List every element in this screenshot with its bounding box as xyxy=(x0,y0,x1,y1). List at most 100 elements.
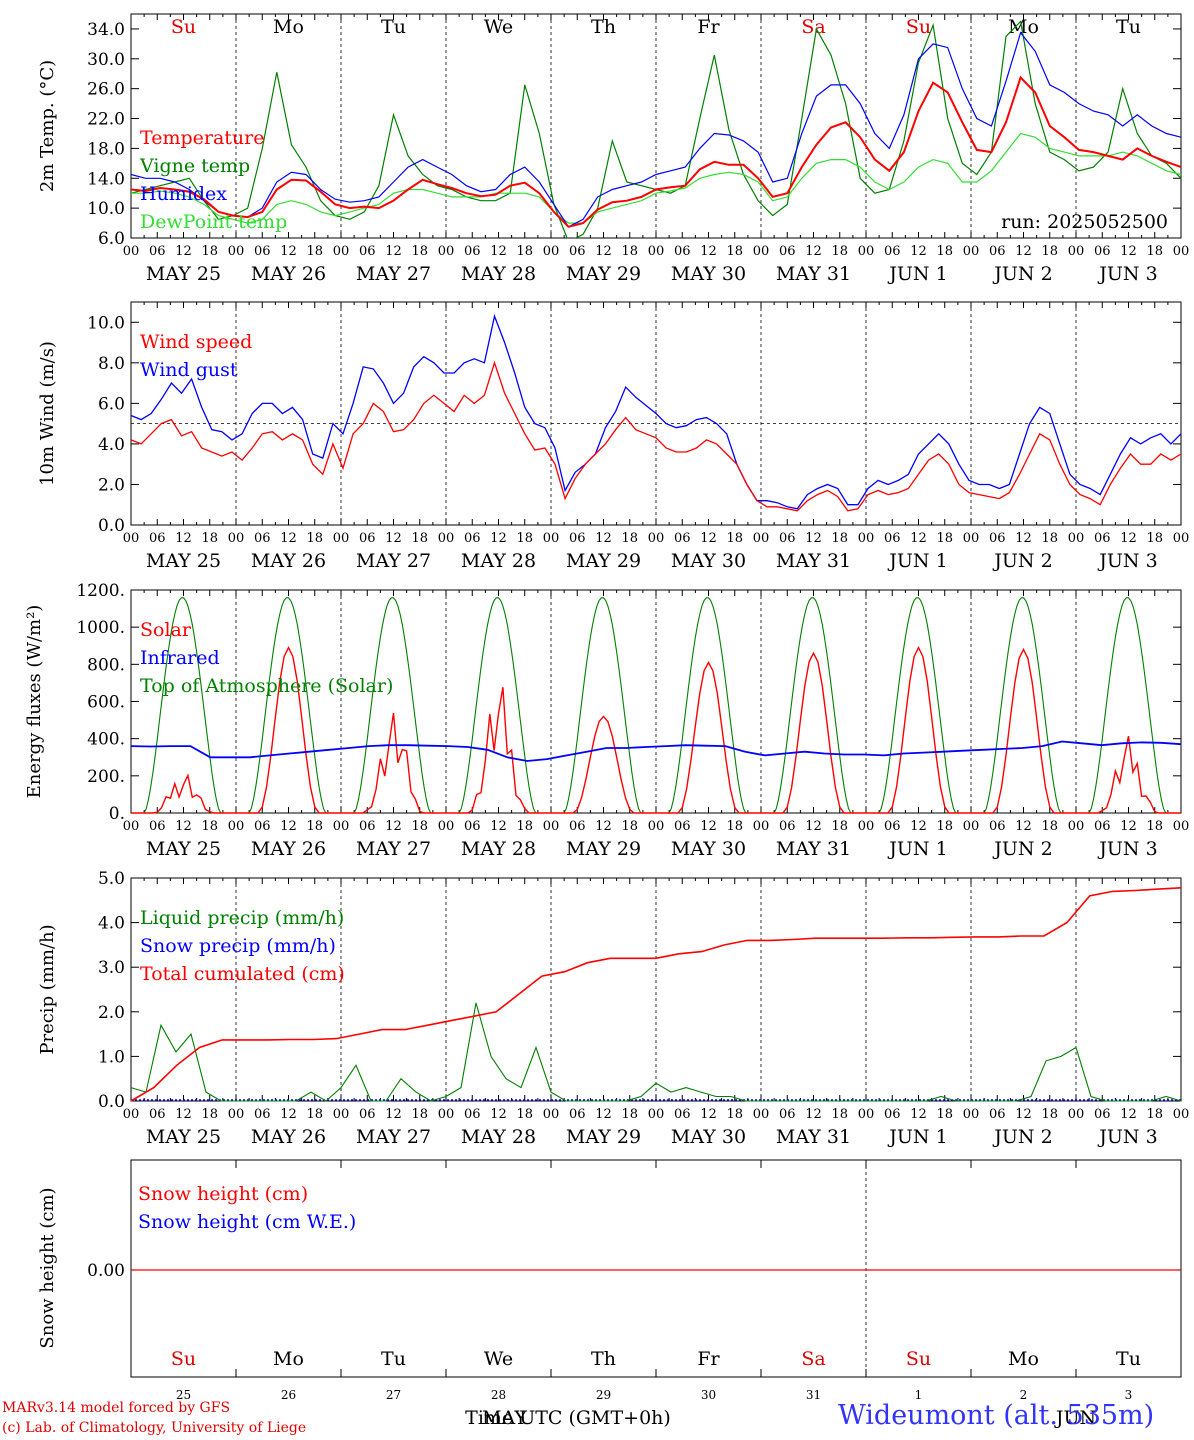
hour-tick-label: 18 xyxy=(726,1107,743,1122)
hour-tick-label: 12 xyxy=(490,244,507,259)
weekday-label: Mo xyxy=(1008,16,1039,38)
day-label: MAY 26 xyxy=(251,838,326,860)
day-label: MAY 31 xyxy=(776,1126,851,1148)
hour-tick-label: 12 xyxy=(595,531,612,546)
y-tick-label: 6.0 xyxy=(98,394,125,414)
hour-tick-label: 00 xyxy=(963,244,980,259)
weekday-label: Th xyxy=(591,16,616,38)
day-label: MAY 30 xyxy=(671,838,746,860)
hour-tick-label: 18 xyxy=(411,819,428,834)
weekday-label: Su xyxy=(906,1348,931,1370)
legend-infrared: Infrared xyxy=(140,647,220,669)
day-label: JUN 1 xyxy=(887,550,947,572)
day-label: MAY 25 xyxy=(146,263,221,285)
hour-tick-label: 18 xyxy=(726,244,743,259)
day-number-label: 30 xyxy=(701,1388,716,1402)
hour-tick-label: 06 xyxy=(569,531,586,546)
hour-tick-label: 00 xyxy=(228,1107,245,1122)
day-number-label: 31 xyxy=(806,1388,821,1402)
y-axis-label: Snow height (cm) xyxy=(37,1187,58,1348)
hour-tick-label: 12 xyxy=(1120,531,1137,546)
legend-liquid-precip-mm-h-: Liquid precip (mm/h) xyxy=(140,907,344,929)
hour-tick-label: 12 xyxy=(910,1107,927,1122)
hour-tick-label: 12 xyxy=(1015,244,1032,259)
hour-tick-label: 12 xyxy=(1120,819,1137,834)
hour-tick-label: 12 xyxy=(385,819,402,834)
hour-tick-label: 18 xyxy=(621,819,638,834)
legend-vigne-temp: Vigne temp xyxy=(139,155,250,177)
day-label: MAY 27 xyxy=(356,263,431,285)
hour-tick-label: 12 xyxy=(1120,1107,1137,1122)
legend-humidex: Humidex xyxy=(140,183,227,205)
hour-tick-label: 18 xyxy=(936,531,953,546)
y-tick-label: 34.0 xyxy=(87,20,125,40)
weekday-label: We xyxy=(484,1348,513,1370)
hour-tick-label: 12 xyxy=(280,244,297,259)
hour-tick-label: 00 xyxy=(753,1107,770,1122)
day-label: JUN 1 xyxy=(887,1126,947,1148)
hour-tick-label: 18 xyxy=(411,531,428,546)
day-label: JUN 2 xyxy=(992,550,1052,572)
panel-1: 00 06 12 18 00 06 12 18 00 06 12 18 00 06 12 18 00 06 12 18… xyxy=(37,13,1189,285)
hour-tick-label: 00 xyxy=(228,531,245,546)
hour-tick-label: 00 xyxy=(648,1107,665,1122)
hour-tick-label: 12 xyxy=(175,244,192,259)
hour-tick-label: 18 xyxy=(621,1107,638,1122)
series-wind-speed xyxy=(130,360,1182,512)
day-label: MAY 31 xyxy=(776,838,851,860)
y-tick-label: 26.0 xyxy=(87,80,125,100)
hour-tick-label: 12 xyxy=(1015,1107,1032,1122)
hour-tick-label: 00 xyxy=(228,244,245,259)
hour-tick-label: 00 xyxy=(438,531,455,546)
day-label: JUN 3 xyxy=(1097,1126,1157,1148)
y-tick-label: 4.0 xyxy=(98,914,125,934)
hour-tick-label: 06 xyxy=(779,1107,796,1122)
hour-tick-label: 18 xyxy=(1041,1107,1058,1122)
hour-tick-label: 12 xyxy=(175,531,192,546)
y-tick-label: 10.0 xyxy=(87,313,125,333)
weekday-label: Fr xyxy=(697,1348,720,1370)
hour-tick-label: 18 xyxy=(411,244,428,259)
hour-tick-label: 18 xyxy=(1146,244,1163,259)
hour-tick-label: 18 xyxy=(201,531,218,546)
hour-tick-label: 00 xyxy=(648,531,665,546)
run-label: run: 2025052500 xyxy=(1001,211,1168,233)
day-label: MAY 29 xyxy=(566,838,641,860)
day-number-label: 25 xyxy=(176,1388,191,1402)
hour-tick-label: 00 xyxy=(1173,1107,1190,1122)
hour-tick-label: 12 xyxy=(805,531,822,546)
hour-tick-label: 18 xyxy=(936,244,953,259)
hour-tick-label: 12 xyxy=(595,1107,612,1122)
day-number-label: 29 xyxy=(596,1388,611,1402)
y-tick-label: 30.0 xyxy=(87,50,125,70)
hour-tick-label: 06 xyxy=(149,1107,166,1122)
hour-tick-label: 06 xyxy=(149,819,166,834)
y-tick-label: 2.0 xyxy=(98,1003,125,1023)
hour-tick-label: 00 xyxy=(1068,819,1085,834)
day-label: MAY 27 xyxy=(356,838,431,860)
hour-tick-label: 06 xyxy=(254,531,271,546)
day-label: MAY 27 xyxy=(356,550,431,572)
hour-tick-label: 12 xyxy=(805,1107,822,1122)
day-label: MAY 26 xyxy=(251,1126,326,1148)
panel-4: 00 06 12 18 00 06 12 18 00 06 12 18 00 06 12 18 00 06 12 18… xyxy=(37,869,1189,1148)
hour-tick-label: 00 xyxy=(1173,819,1190,834)
legend-temperature: Temperature xyxy=(140,127,264,149)
hour-tick-label: 06 xyxy=(674,531,691,546)
hour-tick-label: 12 xyxy=(385,531,402,546)
y-tick-label: 22.0 xyxy=(87,110,125,130)
day-label: MAY 26 xyxy=(251,263,326,285)
hour-tick-label: 18 xyxy=(201,1107,218,1122)
panel-frame xyxy=(130,13,1182,239)
hour-tick-label: 00 xyxy=(963,1107,980,1122)
hour-tick-label: 12 xyxy=(385,244,402,259)
day-label: JUN 3 xyxy=(1097,263,1157,285)
day-label: JUN 3 xyxy=(1097,838,1157,860)
hour-tick-label: 18 xyxy=(621,244,638,259)
hour-tick-label: 00 xyxy=(1068,1107,1085,1122)
y-tick-label: 10.0 xyxy=(87,199,125,219)
hour-tick-label: 18 xyxy=(516,531,533,546)
series-temperature xyxy=(131,75,1181,228)
day-label: MAY 31 xyxy=(776,263,851,285)
